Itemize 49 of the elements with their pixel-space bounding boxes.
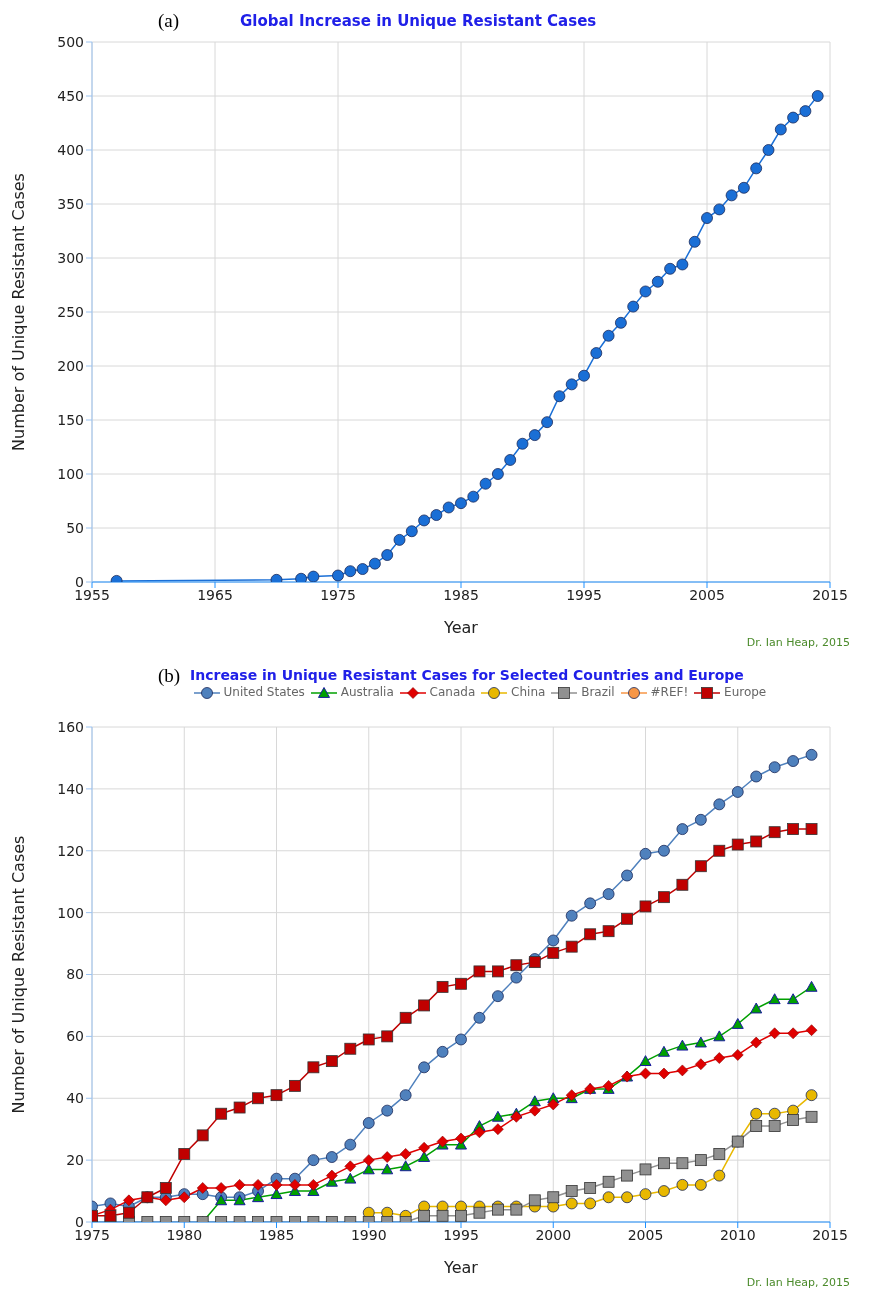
x-tick-label: 2000 <box>535 1226 572 1243</box>
y-tick-label: 20 <box>66 1152 84 1169</box>
legend-label: United States <box>222 685 305 699</box>
y-tick-label: 350 <box>57 195 84 212</box>
y-tick-label: 250 <box>57 303 84 320</box>
chart-title: Global Increase in Unique Resistant Cases <box>240 12 597 30</box>
y-tick-label: 400 <box>57 141 84 158</box>
legend-label: Brazil <box>580 685 615 699</box>
chart-title: Increase in Unique Resistant Cases for Selected Countries and Europe <box>190 667 744 683</box>
x-tick-label: 1990 <box>350 1226 387 1243</box>
legend-label: Europe <box>723 685 767 699</box>
y-tick-label: 60 <box>66 1028 84 1045</box>
y-tick-label: 450 <box>57 87 84 104</box>
x-tick-label: 1995 <box>566 586 602 603</box>
y-tick-label: 140 <box>57 780 84 797</box>
x-tick-label: 1980 <box>166 1226 203 1243</box>
text: (b) <box>158 665 181 687</box>
x-axis-title: Year <box>443 1258 479 1277</box>
x-axis-title: Year <box>443 618 479 637</box>
text: Dr. Ian Heap, 2015 <box>746 1276 850 1289</box>
x-tick-label: 2005 <box>689 586 725 603</box>
x-tick-label: 1995 <box>443 1226 479 1243</box>
x-tick-label: 2015 <box>812 1226 848 1243</box>
y-tick-label: 40 <box>66 1090 84 1107</box>
y-tick-label: 80 <box>66 966 84 983</box>
x-tick-label: 2005 <box>627 1226 664 1243</box>
y-tick-label: 200 <box>57 357 84 374</box>
x-tick-label: 1965 <box>197 586 233 603</box>
y-tick-label: 500 <box>57 33 84 50</box>
y-tick-label: 50 <box>66 519 84 536</box>
y-tick-label: 160 <box>57 718 84 735</box>
legend-label: China <box>510 685 546 699</box>
x-tick-label: 1975 <box>320 586 356 603</box>
legend-label: Australia <box>339 685 394 699</box>
y-axis-title: Number of Unique Resistant Cases <box>8 835 28 1114</box>
y-axis-title: Number of Unique Resistant Cases <box>8 173 28 451</box>
x-tick-label: 1985 <box>258 1226 295 1243</box>
y-tick-label: 100 <box>57 465 84 482</box>
text: (a) <box>158 10 180 32</box>
text: Dr. Ian Heap, 2015 <box>746 636 850 649</box>
y-tick-label: 120 <box>57 842 84 859</box>
x-tick-label: 1985 <box>443 586 479 603</box>
y-tick-label: 100 <box>57 904 84 921</box>
x-tick-label: 2015 <box>812 586 848 603</box>
y-tick-label: 150 <box>57 411 84 428</box>
legend-label: #REF! <box>649 685 689 699</box>
legend-label: Canada <box>428 685 476 699</box>
y-tick-label: 300 <box>57 249 84 266</box>
x-tick-label: 2010 <box>719 1226 756 1243</box>
